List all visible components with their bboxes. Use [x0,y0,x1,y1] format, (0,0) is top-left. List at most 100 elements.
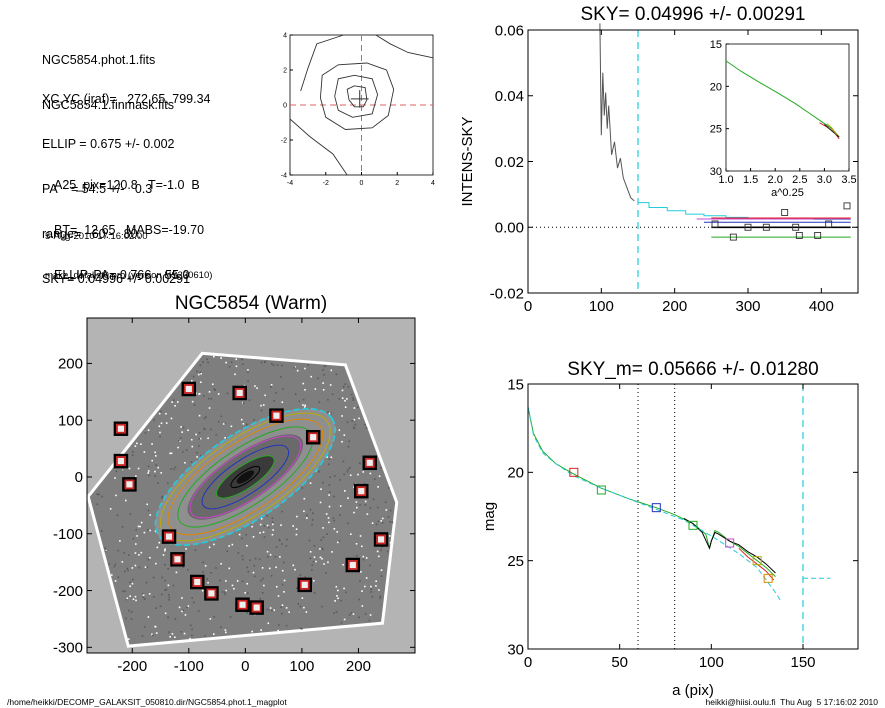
image-noise [240,418,243,421]
mag-profile-ylabel: mag [481,502,498,531]
image-noise [176,401,179,403]
image-noise [184,614,187,616]
image-noise [241,363,244,366]
image-noise [263,525,266,527]
image-noise [131,454,134,457]
galaxy-isophote [167,418,324,536]
image-ytick-label: -200 [53,583,83,600]
class-a25: A25_pix=120.8 T=-1.0 B [54,178,200,192]
image-noise [187,569,189,571]
image-noise [343,618,346,621]
image-noise [350,393,353,396]
image-noise [151,459,153,462]
image-noise [273,609,276,611]
image-noise [161,576,164,579]
image-noise [202,571,204,573]
image-noise [146,528,149,531]
image-noise [204,428,206,431]
image-noise [304,367,306,370]
image-noise [342,385,345,388]
image-noise [117,576,120,579]
image-noise [377,486,379,488]
image-noise [359,580,361,582]
mag-profile-xtick-label: 50 [611,654,628,671]
image-noise [266,550,269,553]
galaxy-isophote [154,407,337,547]
image-noise [164,612,167,615]
sky-box-outer [113,453,129,469]
image-noise [279,556,281,558]
sky-box-inner [164,531,174,542]
image-noise [327,411,329,414]
image-noise [142,594,145,596]
param-center: XC,YC (iraf)= 272.65, 799.34 [42,92,211,106]
sky-profile-point [762,223,770,231]
image-noise [171,633,174,635]
image-noise [345,591,347,594]
image-noise [302,382,305,385]
image-noise [277,624,280,626]
image-noise [142,596,145,599]
galaxy-isophote [201,444,290,510]
mag-profile-marker [688,520,698,530]
mag-profile-marker [651,503,661,513]
image-noise [116,514,119,517]
image-noise [228,545,230,547]
image-noise [281,401,284,404]
image-noise [275,585,278,588]
image-noise [191,597,194,599]
image-noise [260,361,263,364]
image-noise [130,611,133,613]
sky-profile-series [599,23,635,202]
image-noise [158,541,161,544]
image-noise [177,446,179,449]
image-noise [190,461,193,463]
image-noise [388,535,391,537]
image-noise [283,591,285,593]
sky-profile-ytick-label: 0.00 [495,220,524,237]
image-noise [327,398,329,401]
sky-profile-xtick-label: 400 [809,298,834,315]
image-noise [311,564,314,566]
mag-profile-xtick-label: 0 [524,654,532,671]
image-noise [271,362,273,365]
image-noise [157,482,159,484]
image-noise [113,565,116,568]
image-noise [143,451,146,453]
image-noise [299,627,302,630]
image-noise [270,385,272,388]
image-noise [311,523,313,526]
image-noise [224,629,227,631]
image-noise [305,517,308,519]
image-noise [98,493,100,496]
image-noise [358,598,360,601]
contour-line [319,62,395,130]
image-noise [217,420,220,423]
image-noise [340,599,342,602]
sky-box-outer [170,552,185,567]
image-noise [321,557,323,560]
image-noise [328,505,331,508]
image-noise [202,561,205,564]
image-noise [178,440,180,442]
image-noise [389,541,392,544]
image-noise [365,427,368,429]
image-noise [359,535,362,537]
sky-box-outer [362,455,378,471]
image-noise [210,397,213,400]
image-noise [282,388,284,390]
contour-xtick-label: 4 [431,180,435,187]
image-noise [191,400,194,403]
image-xtick-label: -100 [174,658,204,675]
image-noise [279,376,282,378]
image-noise [248,399,251,402]
image-noise [301,627,303,630]
sky-box-inner [183,384,194,394]
image-noise [264,394,266,397]
inset-xtick-label: 2.0 [768,174,783,186]
sky-profile-ytick-label: 0.06 [495,22,524,39]
sky-box-inner [356,486,367,497]
image-noise [128,554,130,556]
image-noise [243,402,245,404]
image-noise [267,526,270,529]
